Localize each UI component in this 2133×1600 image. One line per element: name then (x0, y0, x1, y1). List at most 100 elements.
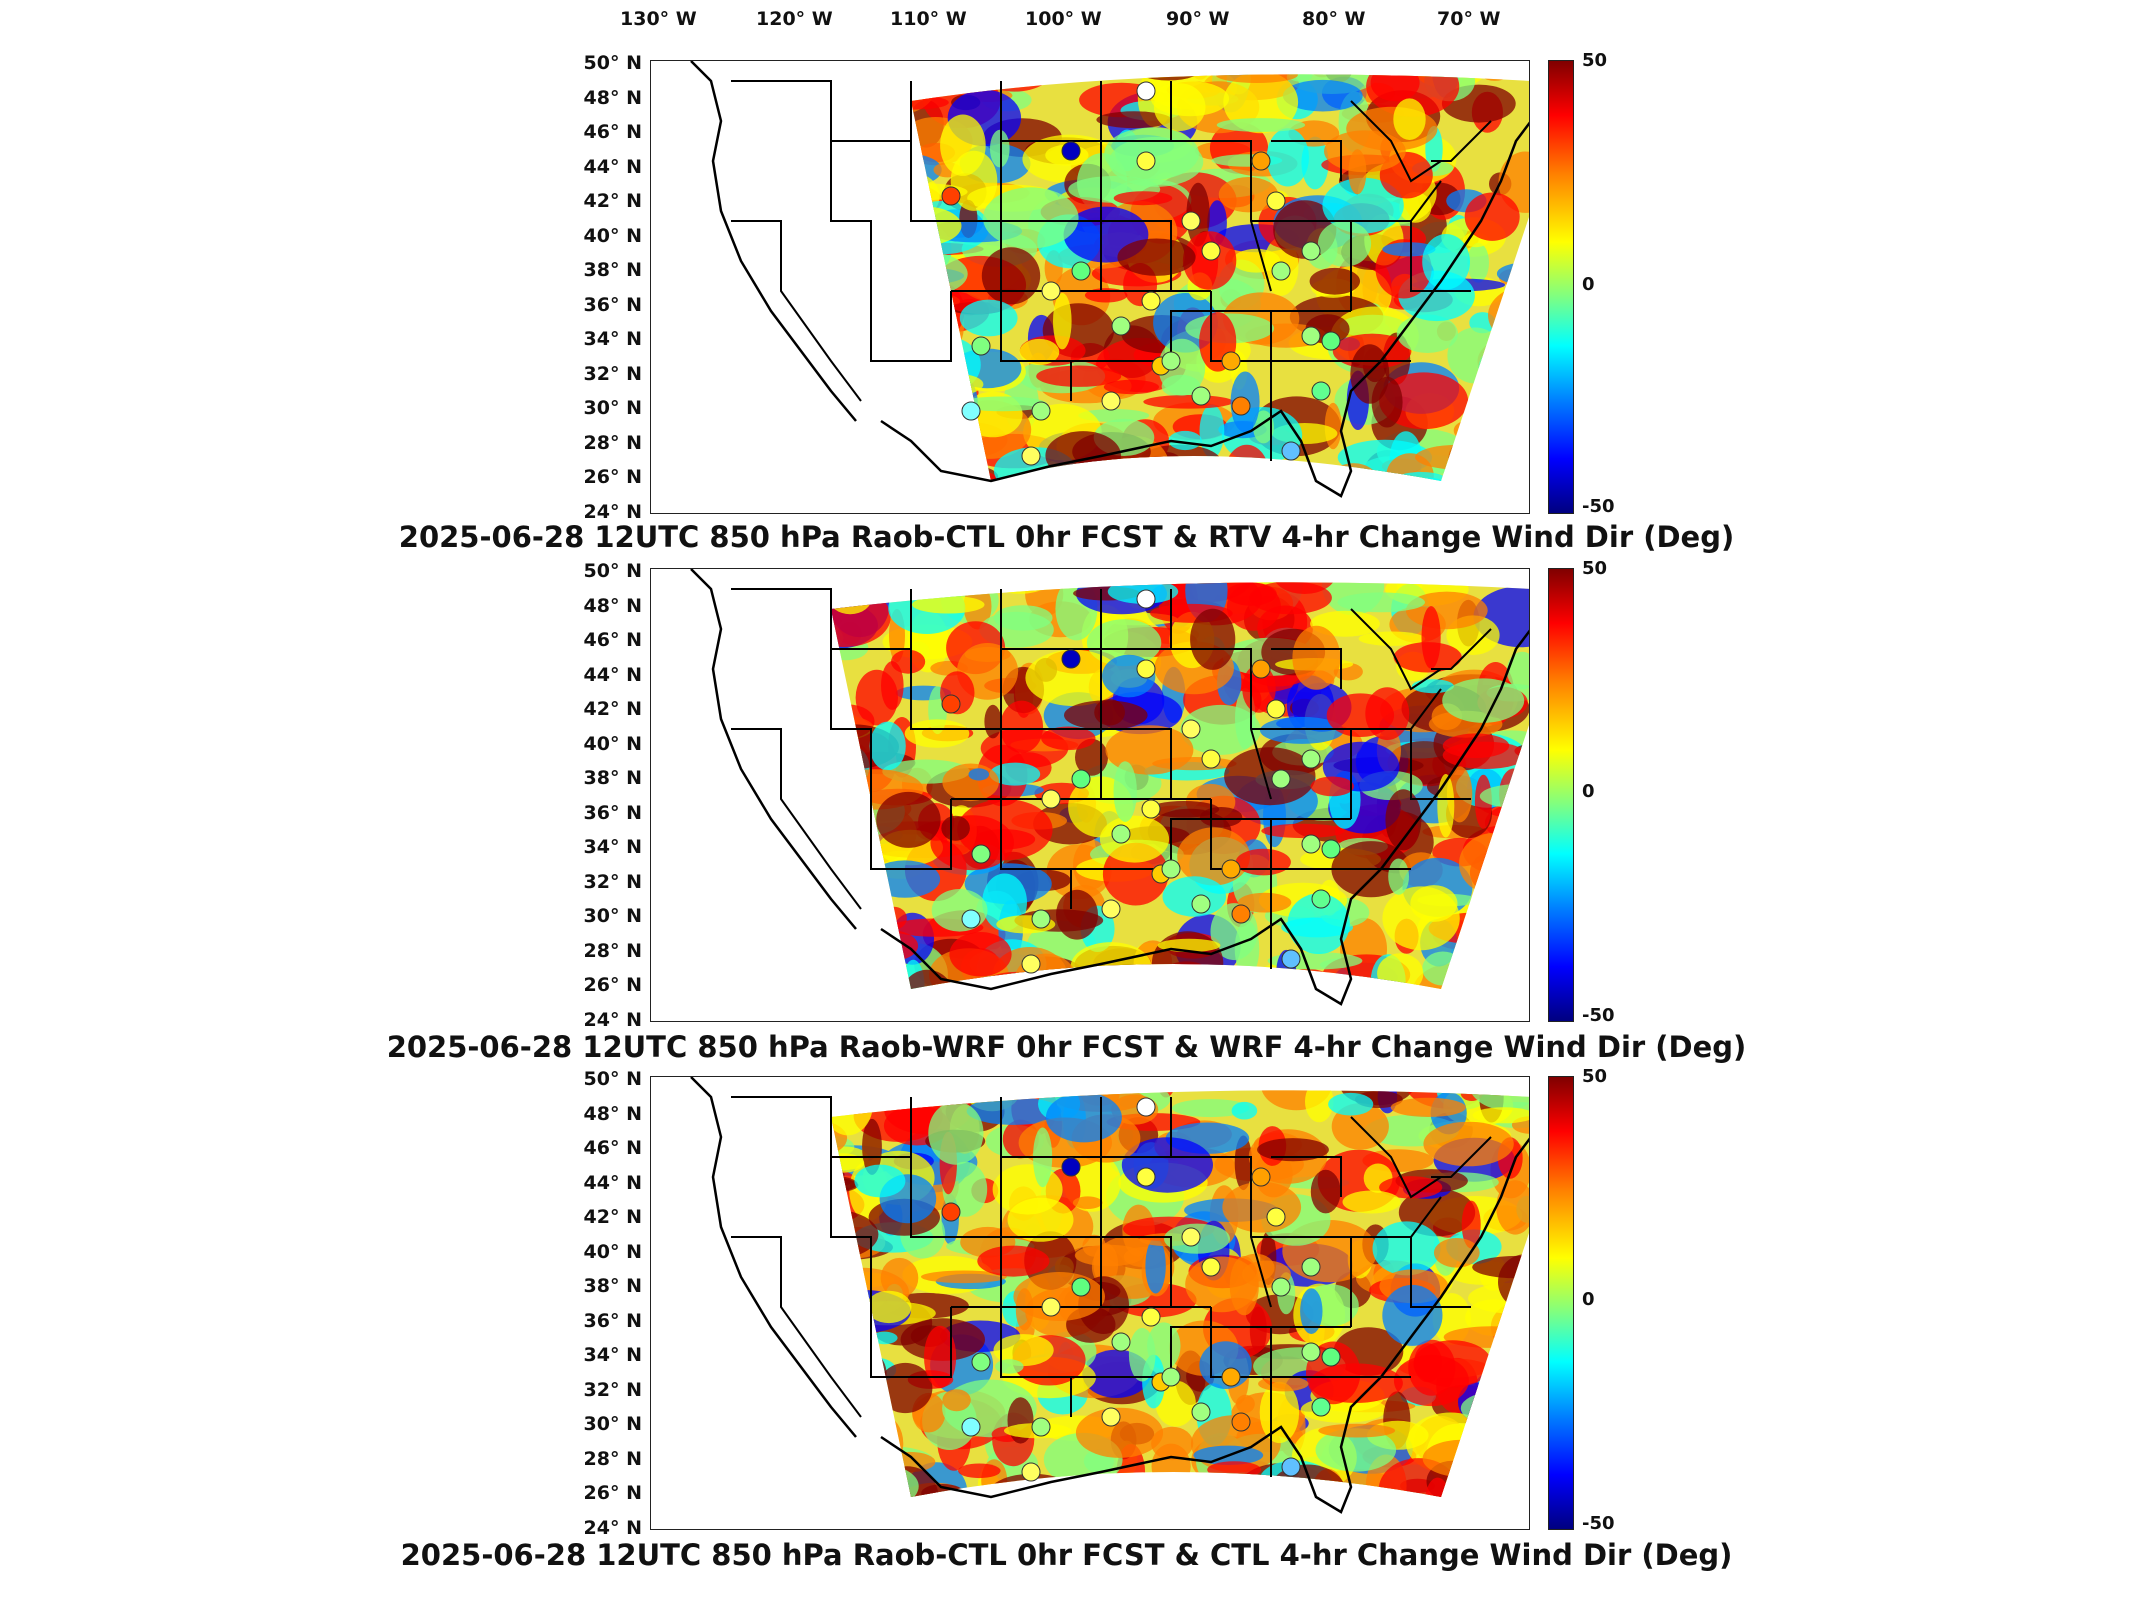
lat-label: 32° N (583, 1378, 642, 1401)
panel-2-title: 2025-06-28 12UTC 850 hPa Raob-WRF 0hr FC… (386, 1030, 1747, 1064)
state-border (1210, 291, 1272, 461)
raob-station-marker (1266, 1207, 1286, 1227)
lon-label-120w: 120° W (756, 8, 833, 30)
raob-station-marker (1201, 1257, 1221, 1277)
lat-label: 44° N (583, 155, 642, 178)
state-border (1251, 180, 1442, 222)
raob-station-marker (1311, 381, 1331, 401)
lat-label: 36° N (583, 293, 642, 316)
raob-station-marker (1321, 331, 1341, 351)
raob-station-marker (1266, 699, 1286, 719)
raob-station-marker (971, 844, 991, 864)
raob-station-marker (1041, 1297, 1061, 1317)
map-panel-1 (650, 60, 1530, 514)
raob-station-marker (1141, 291, 1161, 311)
state-border (1251, 1196, 1442, 1238)
lon-label-130w: 130° W (620, 8, 697, 30)
raob-station-marker (1181, 211, 1201, 231)
raob-station-marker (1251, 659, 1271, 679)
panel-1-title: 2025-06-28 12UTC 850 hPa Raob-CTL 0hr FC… (398, 520, 1735, 554)
state-border (1410, 729, 1471, 800)
map-field-svg (690, 61, 1529, 498)
raob-station-marker (1191, 386, 1211, 406)
raob-station-marker (941, 186, 961, 206)
raob-station-marker (1251, 1167, 1271, 1187)
raob-station-marker (1301, 241, 1321, 261)
lat-label: 40° N (583, 1240, 642, 1263)
raob-station-marker (1281, 1457, 1301, 1477)
lat-label: 28° N (583, 939, 642, 962)
raob-station-marker (1161, 859, 1181, 879)
panel-3-title: 2025-06-28 12UTC 850 hPa Raob-CTL 0hr FC… (400, 1538, 1733, 1572)
raob-station-marker (1061, 649, 1081, 669)
raob-station-marker (971, 1352, 991, 1372)
raob-station-marker (1301, 749, 1321, 769)
state-border (870, 799, 952, 870)
colorbar-mid-label: 0 (1582, 274, 1595, 295)
raob-station-marker (1111, 316, 1131, 336)
raob-station-marker (1271, 261, 1291, 281)
state-border (1210, 1307, 1272, 1477)
colorbar-panel-2 (1548, 568, 1574, 1022)
state-border (1210, 799, 1272, 969)
map-panel-3 (650, 1076, 1530, 1530)
lat-label: 30° N (583, 397, 642, 420)
raob-station-marker (941, 1202, 961, 1222)
raob-station-marker (1231, 1412, 1251, 1432)
state-border (870, 291, 952, 362)
colorbar-max-label: 50 (1582, 1066, 1608, 1087)
state-border (1350, 1116, 1442, 1199)
lon-label-90w: 90° W (1166, 8, 1230, 30)
raob-station-marker (1071, 1277, 1091, 1297)
lat-label: 48° N (583, 86, 642, 109)
wind-direction-field (911, 74, 1529, 481)
raob-station-marker (1101, 391, 1121, 411)
lon-label-110w: 110° W (890, 8, 967, 30)
raob-station-marker (1141, 1307, 1161, 1327)
lat-label: 42° N (583, 1206, 642, 1229)
lat-label: 36° N (583, 801, 642, 824)
lon-label-70w: 70° W (1437, 8, 1501, 30)
raob-station-marker (1191, 894, 1211, 914)
lat-label: 48° N (583, 1102, 642, 1125)
raob-station-marker (1311, 1397, 1331, 1417)
colorbar-min-label: -50 (1582, 1005, 1615, 1026)
lat-label: 34° N (583, 836, 642, 859)
raob-station-marker (1021, 1462, 1041, 1482)
colorbar-panel-1 (1548, 60, 1574, 514)
raob-station-marker (1136, 659, 1156, 679)
map-field-svg (690, 569, 1529, 1006)
lat-label: 30° N (583, 905, 642, 928)
lat-label: 44° N (583, 1171, 642, 1194)
raob-station-marker (1101, 1407, 1121, 1427)
state-border (1431, 1136, 1492, 1178)
raob-station-marker (1021, 446, 1041, 466)
lat-label: 40° N (583, 224, 642, 247)
raob-station-marker (1301, 326, 1321, 346)
lat-label: 26° N (583, 974, 642, 997)
lat-label: 38° N (583, 767, 642, 790)
state-border (1171, 1156, 1272, 1308)
state-border (1001, 818, 1351, 870)
raob-station-marker (1031, 401, 1051, 421)
raob-station-marker (1041, 789, 1061, 809)
raob-station-marker (1141, 799, 1161, 819)
raob-station-marker (1311, 889, 1331, 909)
raob-station-marker (1161, 1367, 1181, 1387)
state-border (1251, 688, 1442, 730)
lat-label: 32° N (583, 870, 642, 893)
raob-station-marker (1321, 1347, 1341, 1367)
raob-station-marker (1031, 1417, 1051, 1437)
state-border (1431, 120, 1492, 162)
raob-station-marker (1021, 954, 1041, 974)
state-border (1001, 310, 1351, 362)
lat-label: 36° N (583, 1309, 642, 1332)
state-border (731, 220, 862, 402)
state-border (731, 728, 862, 910)
state-border (830, 589, 872, 799)
raob-station-marker (1191, 1402, 1211, 1422)
raob-station-marker (1031, 909, 1051, 929)
lat-label: 38° N (583, 1275, 642, 1298)
raob-station-marker (971, 336, 991, 356)
raob-station-marker (1136, 1167, 1156, 1187)
